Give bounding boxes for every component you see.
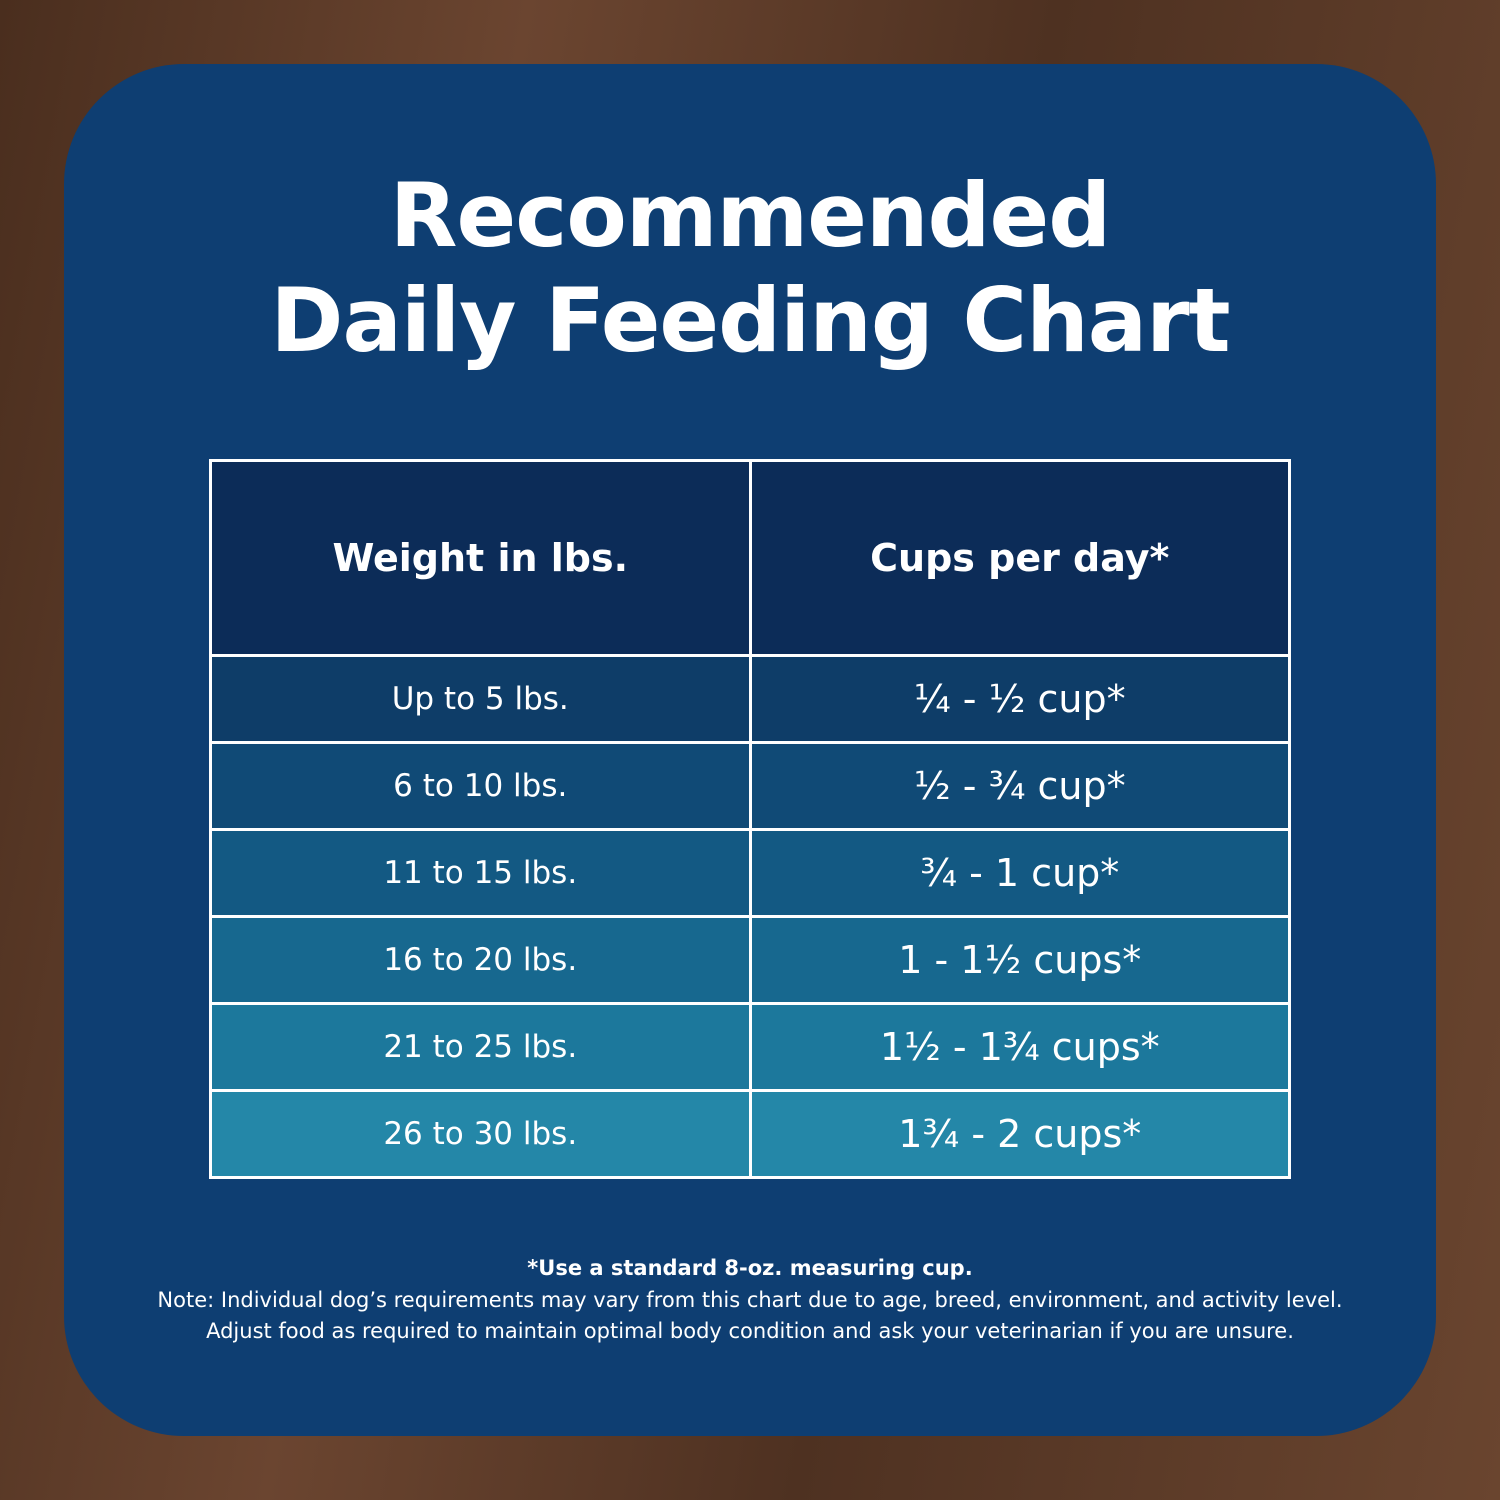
table-cell: 1¾ - 2 cups* [748, 1089, 1291, 1179]
feeding-table: Weight in lbs. Cups per day* Up to 5 lbs… [209, 459, 1291, 1179]
title: Recommended [389, 164, 1111, 267]
table-cell: ½ - ¾ cup* [748, 741, 1291, 831]
footnote: *Use a standard 8-oz. measuring cup. [527, 1256, 973, 1280]
column-header: Cups per day* [748, 459, 1291, 657]
title: Daily Feeding Chart [270, 269, 1230, 372]
table-row: 11 to 15 lbs. ¾ - 1 cup* [209, 828, 1291, 918]
table-cell: 21 to 25 lbs. [209, 1002, 752, 1092]
column-header: Weight in lbs. [209, 459, 752, 657]
table-row: 6 to 10 lbs. ½ - ¾ cup* [209, 741, 1291, 831]
table-cell: 26 to 30 lbs. [209, 1089, 752, 1179]
note: Adjust food as required to maintain opti… [206, 1319, 1294, 1343]
table-cell: 16 to 20 lbs. [209, 915, 752, 1005]
table-cell: 1½ - 1¾ cups* [748, 1002, 1291, 1092]
table-cell: Up to 5 lbs. [209, 654, 752, 744]
card: Recommended Daily Feeding Chart Weight i… [64, 64, 1436, 1436]
note: Note: Individual dog’s requirements may … [157, 1288, 1343, 1312]
table-row: Up to 5 lbs. ¼ - ½ cup* [209, 654, 1291, 744]
table-row: 26 to 30 lbs. 1¾ - 2 cups* [209, 1089, 1291, 1179]
table-cell: ¼ - ½ cup* [748, 654, 1291, 744]
table-row: 21 to 25 lbs. 1½ - 1¾ cups* [209, 1002, 1291, 1092]
table-cell: ¾ - 1 cup* [748, 828, 1291, 918]
table-cell: 1 - 1½ cups* [748, 915, 1291, 1005]
table-cell: 6 to 10 lbs. [209, 741, 752, 831]
table-cell: 11 to 15 lbs. [209, 828, 752, 918]
table-row: 16 to 20 lbs. 1 - 1½ cups* [209, 915, 1291, 1005]
